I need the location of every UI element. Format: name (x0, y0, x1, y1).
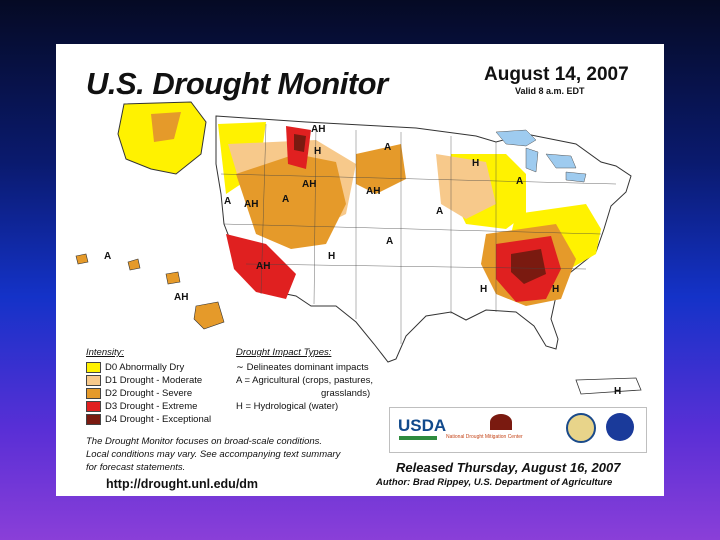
disclaimer-line: Local conditions may vary. See accompany… (86, 449, 341, 460)
d3-swatch (86, 401, 101, 412)
release-date: Released Thursday, August 16, 2007 (396, 460, 621, 475)
map-label-ah: AH (256, 261, 270, 272)
impact-legend-title: Drought Impact Types: (236, 347, 332, 358)
map-label-h: H (328, 251, 335, 262)
state-boundaries (220, 123, 617, 344)
d1-swatch (86, 375, 101, 386)
legend-item-d3: D3 Drought - Extreme (86, 401, 197, 412)
d0-swatch (86, 362, 101, 373)
legend-label: D0 Abnormally Dry (105, 362, 185, 373)
page-title: U.S. Drought Monitor (86, 66, 388, 101)
disclaimer-line: for forecast statements. (86, 462, 186, 473)
commerce-seal-icon (566, 413, 596, 443)
d4-region-southeast (511, 249, 546, 284)
map-label-h: H (314, 146, 321, 157)
map-label-a: A (384, 142, 391, 153)
legend-item-d0: D0 Abnormally Dry (86, 362, 184, 373)
legend-label: D2 Drought - Severe (105, 388, 193, 399)
map-label-a: A (282, 194, 289, 205)
legend-item-d2: D2 Drought - Severe (86, 388, 192, 399)
map-label-h: H (552, 284, 559, 295)
drought-map: AH H A H AH AH A AH A A A A H AH A AH H … (75, 101, 642, 397)
map-label-h: H (472, 158, 479, 169)
d2-swatch (86, 388, 101, 399)
map-label-a: A (104, 251, 111, 262)
legend-label: D4 Drought - Exceptional (105, 414, 212, 425)
d3-region-southwest (226, 234, 296, 299)
ndmc-tree-icon (490, 414, 512, 430)
impact-item: A = Agricultural (crops, pastures, (236, 375, 374, 386)
great-lakes (495, 129, 587, 183)
legend-item-d4: D4 Drought - Exceptional (86, 414, 211, 425)
d4-swatch (86, 414, 101, 425)
map-label-a: A (224, 196, 231, 207)
author-credit: Author: Brad Rippey, U.S. Department of … (376, 477, 613, 488)
ndmc-logo: National Drought Mitigation Center (446, 434, 523, 440)
disclaimer-line: The Drought Monitor focuses on broad-sca… (86, 436, 323, 447)
map-label-a: A (516, 176, 523, 187)
impact-item: grasslands) (321, 388, 371, 399)
map-label-ah: AH (244, 199, 258, 210)
usda-logo: USDA (398, 416, 447, 435)
map-label-ah: AH (366, 186, 380, 197)
impact-line-icon: ∼ (236, 362, 247, 373)
drought-monitor-slide: AH H A H AH AH A AH A A A A H AH A AH H … (56, 44, 664, 496)
usda-logo-bar (399, 436, 437, 440)
legend-item-d1: D1 Drought - Moderate (86, 375, 202, 386)
agency-logos: USDA National Drought Mitigation Center (389, 407, 647, 453)
map-label-h: H (480, 284, 487, 295)
impact-item: ∼ Delineates dominant impacts (236, 362, 369, 373)
map-label-a: A (386, 236, 393, 247)
d2-region-west (236, 154, 346, 249)
d2-region-north (356, 144, 406, 194)
legend-label: D1 Drought - Moderate (105, 375, 203, 386)
map-label-ah: AH (311, 124, 325, 135)
impact-item: H = Hydrological (water) (236, 401, 339, 412)
d4-region-montana (294, 134, 306, 152)
map-label-a: A (436, 206, 443, 217)
intensity-legend-title: Intensity: (86, 347, 125, 358)
map-label-ah: AH (302, 179, 316, 190)
map-date: August 14, 2007 (484, 64, 629, 85)
noaa-logo-icon (606, 413, 634, 441)
legend-label: D3 Drought - Extreme (105, 401, 198, 412)
valid-time: Valid 8 a.m. EDT (515, 86, 585, 96)
alaska-d2 (151, 112, 181, 142)
map-label-ah: AH (174, 292, 188, 303)
impact-labels: AH H A H AH AH A AH A A A A H AH A AH H … (104, 124, 621, 397)
website-url[interactable]: http://drought.unl.edu/dm (106, 477, 259, 491)
hawaii-islands (75, 253, 225, 330)
puerto-rico (575, 377, 642, 395)
map-label-h: H (614, 386, 621, 397)
